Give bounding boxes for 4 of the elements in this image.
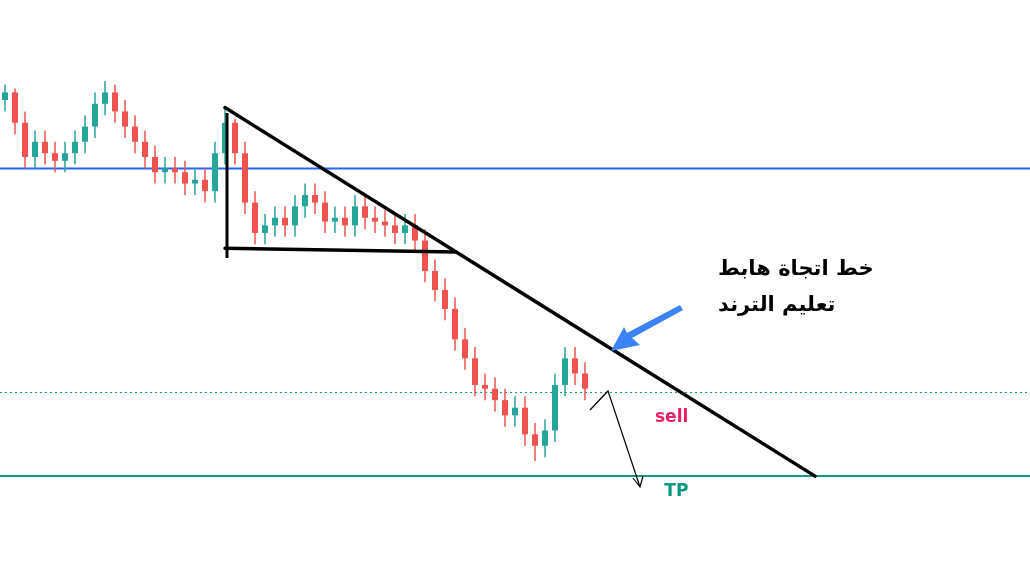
annotation: خط اتجاة هابط xyxy=(718,256,874,280)
ref-line-label: TP xyxy=(664,480,689,501)
annotation: تعليم الترند xyxy=(718,292,836,316)
annotation: sell xyxy=(655,406,689,426)
